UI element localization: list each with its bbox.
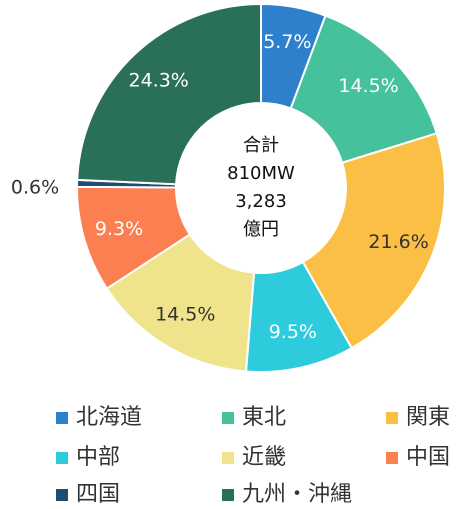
data-label: 9.3% [95, 218, 143, 240]
legend-swatch [56, 452, 68, 464]
legend-swatch [386, 452, 398, 464]
legend-label: 北海道 [76, 405, 142, 430]
legend-swatch [56, 489, 68, 501]
legend-label: 九州・沖縄 [242, 482, 352, 507]
legend-label: 四国 [76, 482, 120, 507]
legend-swatch [222, 489, 234, 501]
data-label: 9.5% [269, 321, 317, 343]
legend-swatch [386, 412, 398, 424]
center-label: 合計 [243, 135, 279, 156]
legend-label: 関東 [406, 405, 450, 430]
center-label: 810MW [227, 163, 295, 184]
data-label: 5.7% [263, 31, 311, 53]
legend-label: 東北 [242, 405, 286, 430]
slice [76, 2, 262, 186]
center-label: 億円 [243, 219, 279, 240]
data-label: 14.5% [155, 304, 215, 326]
data-label: 24.3% [128, 70, 188, 92]
legend-swatch [56, 412, 68, 424]
data-label: 0.6% [11, 177, 59, 199]
legend-swatch [222, 452, 234, 464]
slice [301, 132, 446, 350]
data-label: 14.5% [338, 75, 398, 97]
legend-label: 中国 [406, 445, 450, 470]
data-label: 21.6% [368, 231, 428, 253]
legend-swatch [222, 412, 234, 424]
center-label: 3,283 [235, 191, 287, 212]
legend-label: 近畿 [242, 445, 286, 470]
legend-label: 中部 [76, 445, 120, 470]
